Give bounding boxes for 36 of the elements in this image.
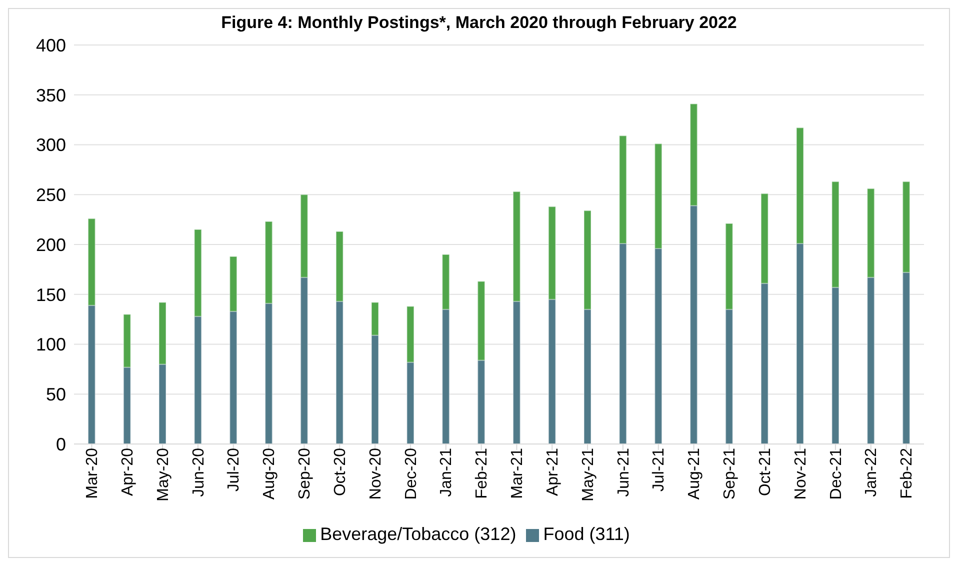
y-tick-label: 200 [36,234,66,255]
y-tick-label: 300 [36,135,66,156]
x-tick-label: Dec-20 [402,448,420,500]
legend-label: Beverage/Tobacco (312) [320,524,516,544]
legend-label: Food (311) [543,524,630,544]
y-tick-label: 150 [36,284,66,305]
y-tick-label: 350 [36,85,66,106]
x-tick-label: Jun-20 [190,448,208,497]
x-tick-label: Aug-20 [261,448,278,500]
x-tick-label: Nov-20 [367,448,384,500]
x-tick-label: Jul-20 [226,448,243,492]
y-tick-label: 100 [36,334,66,355]
x-tick-label: Nov-21 [792,448,810,500]
x-tick-label: Feb-22 [898,448,916,499]
x-tick-label: Apr-20 [119,448,136,496]
y-tick-label: 250 [36,185,66,206]
y-tick-label: 0 [56,434,66,454]
x-tick-label: Mar-21 [509,448,526,499]
x-tick-label: Apr-21 [544,448,562,496]
y-tick-label: 50 [46,384,66,405]
x-tick-label: Jul-21 [650,448,668,492]
x-tick-label: May-21 [580,448,597,502]
chart-title: Figure 4: Monthly Postings*, March 2020 through February 2022 [220,12,738,34]
x-tick-label: Jan-21 [438,448,456,497]
x-tick-label: May-20 [154,448,172,502]
x-tick-label: Feb-21 [474,448,491,499]
x-tick-label: Sep-20 [296,448,314,500]
y-tick-label: 400 [36,35,66,56]
x-tick-label: Dec-21 [828,448,845,500]
x-tick-label: Oct-21 [756,448,774,496]
x-tick-label: Jun-21 [615,448,632,497]
x-tick-label: Aug-21 [686,448,704,500]
x-tick-label: Mar-20 [84,448,102,499]
x-tick-label: Oct-20 [332,448,349,496]
x-tick-label: Jan-22 [863,448,880,497]
x-tick-label: Sep-21 [722,448,739,500]
